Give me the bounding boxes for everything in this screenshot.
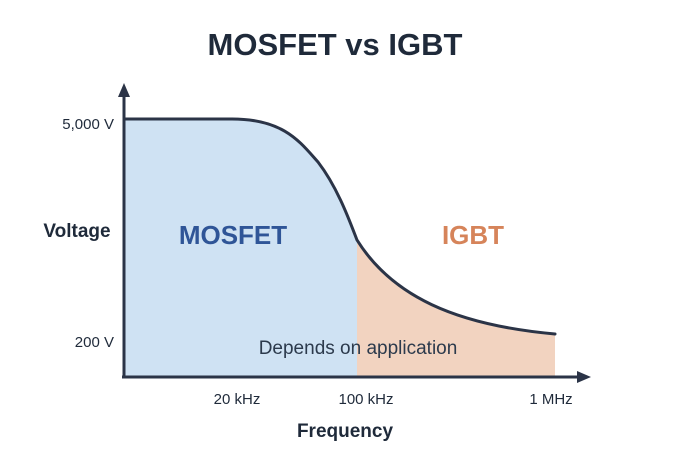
igbt-label: IGBT <box>442 220 504 250</box>
y-axis-arrow <box>118 83 130 97</box>
boundary-curve <box>122 117 557 336</box>
annotation: Depends on application <box>259 338 458 359</box>
x-axis-arrow <box>577 371 591 383</box>
x-tick-label: 20 kHz <box>214 391 261 408</box>
x-axis-label: Frequency <box>297 421 394 442</box>
mosfet-label: MOSFET <box>179 220 287 250</box>
mosfet-region <box>124 119 357 377</box>
y-tick-label: 5,000 V <box>62 116 114 133</box>
y-tick-label: 200 V <box>75 334 114 351</box>
y-axis-label: Voltage <box>43 221 110 242</box>
x-tick-label: 100 kHz <box>338 391 393 408</box>
igbt-region <box>357 240 555 377</box>
chart-title: MOSFET vs IGBT <box>208 27 463 62</box>
x-tick-label: 1 MHz <box>529 391 572 408</box>
